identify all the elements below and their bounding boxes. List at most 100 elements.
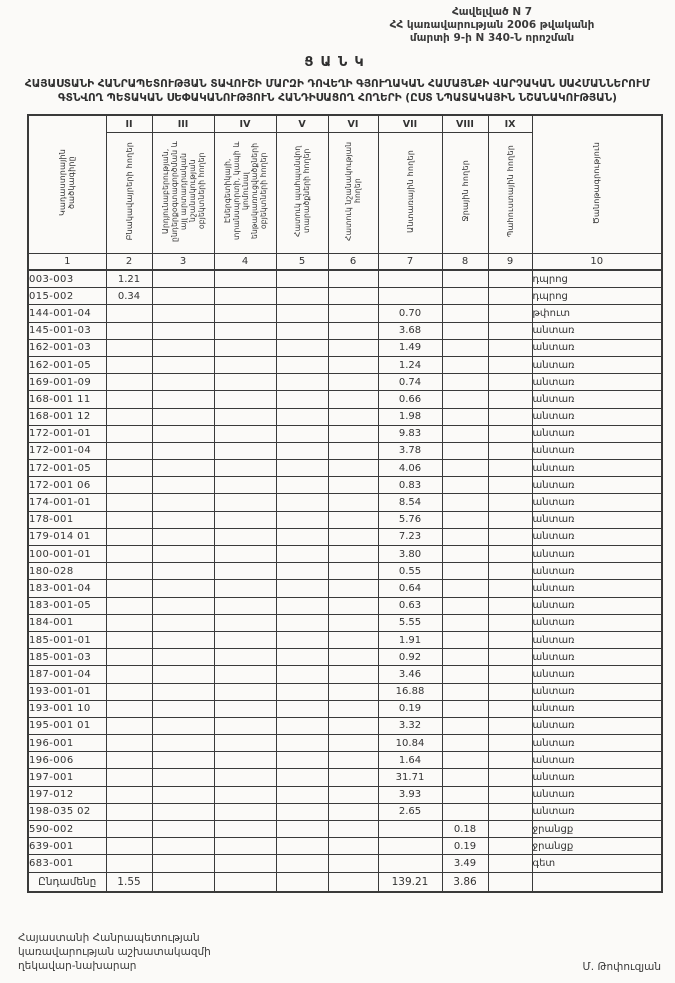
cell-note: անտառ	[531, 630, 663, 650]
cell-protected-areas	[275, 476, 329, 495]
table-row: 144-001-04 0.70 թփուտ	[27, 304, 663, 323]
column-header-special-purpose: Հատուկ նշանակության հողեր	[327, 132, 379, 254]
cell-settlement	[105, 665, 153, 684]
column-header-settlement: Բնակավայրերի հողեր	[105, 132, 153, 254]
cell-forest: 10.84	[377, 734, 443, 753]
total-energy-transport	[213, 871, 277, 893]
cell-water	[441, 630, 489, 650]
table-row: 180-028 0.55 անտառ	[27, 562, 663, 581]
cell-water	[441, 321, 489, 340]
cell-energy-transport	[213, 682, 277, 701]
annotation-line-3: մարտի 9-ի N 340-Ն որոշման	[409, 32, 575, 44]
cell-settlement	[105, 544, 153, 564]
table-row: 172-001-04 3.78 անտառ	[27, 441, 663, 461]
cell-note: անտառ	[531, 802, 663, 822]
cell-water	[441, 424, 489, 443]
cell-forest	[377, 287, 443, 306]
cell-protected-areas	[275, 459, 329, 478]
cell-water	[441, 716, 489, 736]
cell-reserve	[487, 682, 533, 701]
cell-water: 0.19	[441, 837, 489, 856]
cell-special-purpose	[327, 665, 379, 684]
cell-energy-transport	[213, 355, 277, 375]
cell-forest: 8.54	[377, 493, 443, 512]
cell-settlement	[105, 304, 153, 323]
cell-industry	[151, 579, 215, 598]
cell-reserve	[487, 562, 533, 581]
cell-energy-transport	[213, 304, 277, 323]
cell-note: անտառ	[531, 751, 663, 770]
cell-reserve	[487, 699, 533, 718]
cell-energy-transport	[213, 476, 277, 495]
cell-special-purpose	[327, 476, 379, 495]
cell-reserve	[487, 837, 533, 856]
cell-code: 198-035 02	[27, 802, 107, 822]
cell-special-purpose	[327, 579, 379, 598]
column-header-industry: Արդյունաբերության, ընդերքօգտագործման և ա…	[151, 132, 215, 254]
cell-reserve	[487, 596, 533, 615]
cell-industry	[151, 304, 215, 323]
cell-forest: 9.83	[377, 424, 443, 443]
table-row: 196-006 1.64 անտառ	[27, 751, 663, 770]
cell-industry	[151, 441, 215, 461]
cell-reserve	[487, 338, 533, 357]
cell-code: 590-002	[27, 819, 107, 839]
cell-water	[441, 768, 489, 787]
cell-settlement	[105, 476, 153, 495]
cell-code: 639-001	[27, 837, 107, 856]
column-header-forest: Անտառային հողեր	[377, 132, 443, 254]
cell-protected-areas	[275, 716, 329, 736]
column-numeral-8: VIII	[441, 114, 489, 133]
cell-settlement	[105, 802, 153, 822]
cell-reserve	[487, 527, 533, 547]
cell-water: 3.49	[441, 854, 489, 873]
cell-reserve	[487, 493, 533, 512]
cell-special-purpose	[327, 648, 379, 667]
cell-note: անտառ	[531, 459, 663, 478]
cell-energy-transport	[213, 269, 277, 289]
table-row: 185-001-03 0.92 անտառ	[27, 648, 663, 667]
cell-code: 168-001 11	[27, 390, 107, 409]
cell-energy-transport	[213, 665, 277, 684]
cell-code: 196-006	[27, 751, 107, 770]
cell-special-purpose	[327, 802, 379, 822]
cell-industry	[151, 544, 215, 564]
cell-settlement	[105, 648, 153, 667]
cell-note: անտառ	[531, 648, 663, 667]
table-row: 100-001-01 3.80 անտառ	[27, 544, 663, 564]
cell-forest: 0.66	[377, 390, 443, 409]
total-settlement: 1.55	[105, 871, 153, 893]
column-header-note-label: Ծանոթագրություն	[592, 141, 602, 225]
cell-settlement	[105, 819, 153, 839]
cell-note: անտառ	[531, 373, 663, 392]
cell-energy-transport	[213, 734, 277, 753]
header-number-row: 1 2 3 4 5 6 7 8 9 10	[27, 253, 663, 271]
cell-code: 180-028	[27, 562, 107, 581]
cell-note: անտառ	[531, 510, 663, 529]
cell-energy-transport	[213, 802, 277, 822]
cell-code: 172-001 06	[27, 476, 107, 495]
cell-note: անտառ	[531, 768, 663, 787]
cell-settlement	[105, 682, 153, 701]
total-note	[531, 871, 663, 893]
cell-water	[441, 355, 489, 375]
cell-special-purpose	[327, 287, 379, 306]
cell-special-purpose	[327, 682, 379, 701]
cell-forest: 0.63	[377, 596, 443, 615]
cell-settlement	[105, 459, 153, 478]
total-forest: 139.21	[377, 871, 443, 893]
cell-water	[441, 493, 489, 512]
cell-special-purpose	[327, 613, 379, 632]
table-row: 196-001 10.84 անտառ	[27, 734, 663, 753]
table-row: 197-001 31.71 անտառ	[27, 768, 663, 787]
cell-energy-transport	[213, 562, 277, 581]
cell-forest: 16.88	[377, 682, 443, 701]
cell-settlement	[105, 407, 153, 426]
cell-reserve	[487, 648, 533, 667]
table-row: 162-001-05 1.24 անտառ	[27, 355, 663, 375]
cell-reserve	[487, 476, 533, 495]
cell-reserve	[487, 785, 533, 804]
cell-code: 185-001-03	[27, 648, 107, 667]
footer-signatory-title: Հայաստանի Հանրապետության կառավարության ա…	[18, 931, 211, 973]
table-row: 184-001 5.55 անտառ	[27, 613, 663, 632]
